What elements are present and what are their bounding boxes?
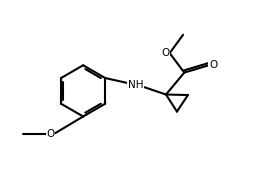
Text: O: O [161, 48, 169, 58]
Text: O: O [209, 60, 217, 70]
Text: NH: NH [128, 80, 143, 90]
Text: O: O [46, 128, 54, 138]
